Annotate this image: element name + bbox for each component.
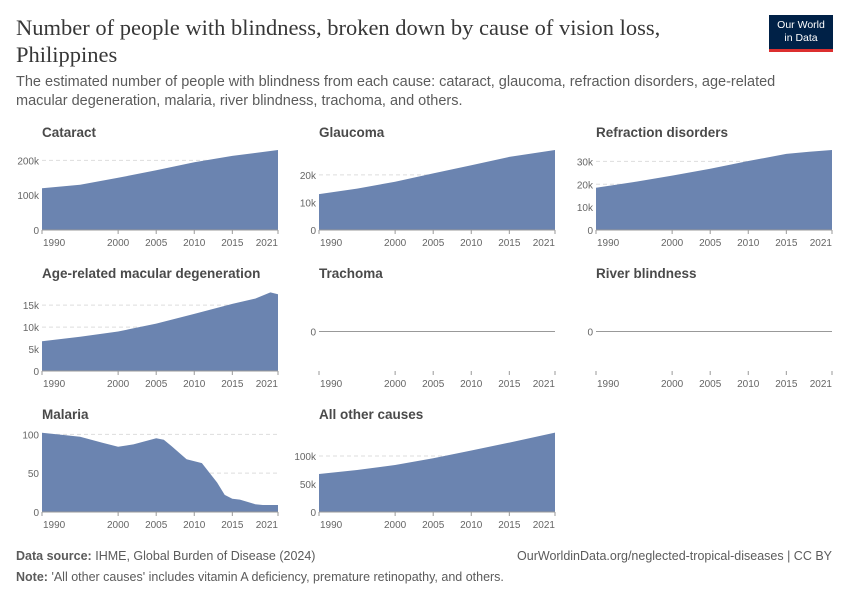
panel-7-x-tick-3: 2010 [183, 520, 206, 531]
note-text: 'All other causes' includes vitamin A de… [51, 570, 504, 584]
panel-2-x-tick-3: 2010 [460, 238, 483, 249]
panel-3-area [596, 150, 832, 230]
panel-2-y-tick-1: 10k [300, 198, 317, 209]
footnote: Note: 'All other causes' includes vitami… [16, 570, 504, 584]
panel-6-x-tick-5: 2021 [810, 379, 833, 390]
panel-3-x-tick-2: 2005 [699, 238, 722, 249]
data-source-text[interactable]: IHME, Global Burden of Disease (2024) [95, 549, 316, 563]
logo-line-2: in Data [784, 32, 818, 44]
panel-1-y-tick-0: 0 [33, 226, 39, 237]
panel-8-x-tick-4: 2015 [498, 520, 521, 531]
panel-5-x-tick-1: 2000 [384, 379, 407, 390]
panel-1-x-tick-1: 2000 [107, 238, 130, 249]
panel-5-x-tick-4: 2015 [498, 379, 521, 390]
source-url-link[interactable]: OurWorldinData.org/neglected-tropical-di… [517, 549, 832, 563]
panel-1-x-tick-3: 2010 [183, 238, 206, 249]
panel-1-y-tick-1: 100k [17, 191, 40, 202]
panel-3-y-tick-3: 30k [577, 157, 594, 168]
panel-2-area [319, 150, 555, 230]
panel-4-x-tick-5: 2021 [256, 379, 279, 390]
panel-8-y-tick-1: 50k [300, 480, 317, 491]
panel-7-y-tick-1: 50 [28, 469, 40, 480]
owid-logo[interactable]: Our World in Data [769, 15, 833, 52]
note-label: Note: [16, 570, 48, 584]
panel-6-title: River blindness [596, 266, 697, 281]
logo-line-1: Our World [777, 19, 825, 31]
panel-8-x-tick-5: 2021 [533, 520, 556, 531]
panel-8-area [319, 432, 555, 512]
panel-8-x-tick-1: 2000 [384, 520, 407, 531]
panel-3-y-tick-2: 20k [577, 180, 594, 191]
panel-6-x-tick-3: 2010 [737, 379, 760, 390]
panel-5-x-tick-2: 2005 [422, 379, 445, 390]
panel-4-y-tick-3: 15k [23, 301, 40, 312]
panel-2-y-tick-2: 20k [300, 171, 317, 182]
panel-1-title: Cataract [42, 125, 97, 140]
chart-subtitle: The estimated number of people with blin… [16, 74, 776, 109]
panel-4-x-tick-4: 2015 [221, 379, 244, 390]
panel-4-y-tick-1: 5k [28, 345, 40, 356]
logo-accent-bar [769, 49, 833, 52]
panel-5-title: Trachoma [319, 266, 383, 281]
panel-3-x-tick-4: 2015 [775, 238, 798, 249]
panel-7-x-tick-2: 2005 [145, 520, 168, 531]
panel-7-y-tick-0: 0 [33, 508, 39, 519]
panel-1-x-tick-0: 1990 [43, 238, 66, 249]
panel-8-y-tick-0: 0 [310, 508, 316, 519]
panel-7-y-tick-2: 100 [22, 430, 39, 441]
chart-title: Number of people with blindness, broken … [16, 15, 661, 67]
panel-1-y-tick-2: 200k [17, 156, 40, 167]
panel-1-x-tick-5: 2021 [256, 238, 279, 249]
panel-2-x-tick-1: 2000 [384, 238, 407, 249]
panel-6-x-tick-1: 2000 [661, 379, 684, 390]
panel-4-x-tick-3: 2010 [183, 379, 206, 390]
panel-8-x-tick-3: 2010 [460, 520, 483, 531]
panel-7-x-tick-5: 2021 [256, 520, 279, 531]
panel-3-y-tick-1: 10k [577, 203, 594, 214]
panel-3-x-tick-0: 1990 [597, 238, 620, 249]
panel-1-x-tick-2: 2005 [145, 238, 168, 249]
panel-5-x-tick-5: 2021 [533, 379, 556, 390]
panel-6-x-tick-2: 2005 [699, 379, 722, 390]
data-source-label: Data source: [16, 549, 92, 563]
panel-7-area [42, 432, 278, 512]
panel-4-y-tick-2: 10k [23, 323, 40, 334]
panel-3-title: Refraction disorders [596, 125, 728, 140]
panel-4-x-tick-0: 1990 [43, 379, 66, 390]
panel-2-x-tick-2: 2005 [422, 238, 445, 249]
panel-2-x-tick-0: 1990 [320, 238, 343, 249]
panel-1-area [42, 150, 278, 230]
panel-4-x-tick-1: 2000 [107, 379, 130, 390]
panel-6-x-tick-4: 2015 [775, 379, 798, 390]
panel-7-x-tick-4: 2015 [221, 520, 244, 531]
panel-3-x-tick-5: 2021 [810, 238, 833, 249]
panel-8-x-tick-2: 2005 [422, 520, 445, 531]
panel-4-title: Age-related macular degeneration [42, 266, 260, 281]
panel-7-x-tick-1: 2000 [107, 520, 130, 531]
panel-5-x-tick-3: 2010 [460, 379, 483, 390]
panel-7-title: Malaria [42, 407, 89, 422]
panel-1-x-tick-4: 2015 [221, 238, 244, 249]
panel-8-y-tick-2: 100k [294, 452, 317, 463]
panel-5-y-tick-0: 0 [310, 328, 316, 339]
panel-2-x-tick-4: 2015 [498, 238, 521, 249]
panel-8-x-tick-0: 1990 [320, 520, 343, 531]
panel-7-x-tick-0: 1990 [43, 520, 66, 531]
panel-8-title: All other causes [319, 407, 423, 422]
panel-2-y-tick-0: 0 [310, 226, 316, 237]
panel-4-x-tick-2: 2005 [145, 379, 168, 390]
panel-4-y-tick-0: 0 [33, 367, 39, 378]
panel-2-x-tick-5: 2021 [533, 238, 556, 249]
panel-3-y-tick-0: 0 [587, 226, 593, 237]
panel-4-area [42, 292, 278, 371]
panel-3-x-tick-1: 2000 [661, 238, 684, 249]
panel-6-x-tick-0: 1990 [597, 379, 620, 390]
data-source: Data source: IHME, Global Burden of Dise… [16, 549, 315, 563]
panel-5-x-tick-0: 1990 [320, 379, 343, 390]
panel-3-x-tick-3: 2010 [737, 238, 760, 249]
panel-6-y-tick-0: 0 [587, 328, 593, 339]
panel-2-title: Glaucoma [319, 125, 385, 140]
